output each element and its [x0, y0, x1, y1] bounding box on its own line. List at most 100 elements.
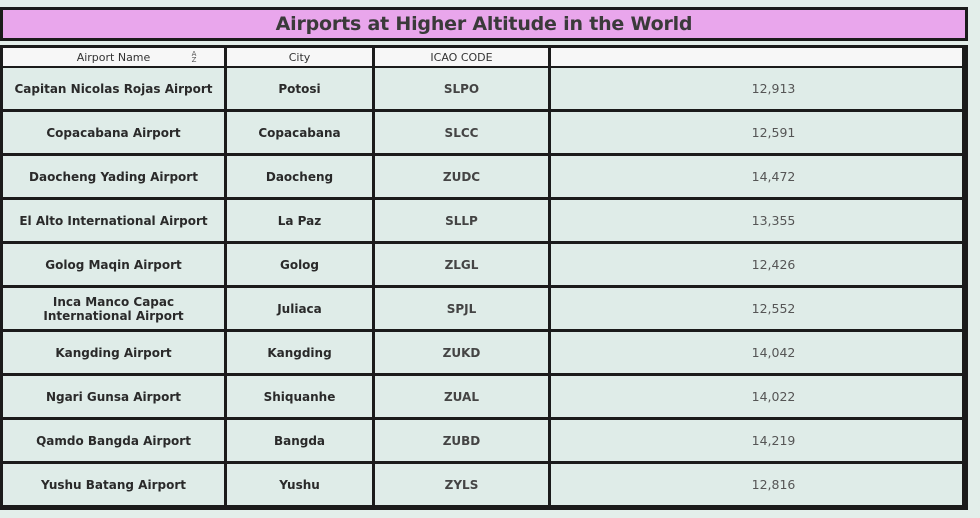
column-header-city[interactable]: City	[227, 48, 372, 66]
icao-code-cell[interactable]: ZUDC	[375, 156, 548, 197]
icao-code-cell-text: SLCC	[444, 125, 479, 140]
airport-name-cell[interactable]: Daocheng Yading Airport	[3, 156, 224, 197]
airport-name-cell-text: Copacabana Airport	[46, 125, 181, 140]
table-row[interactable]: Qamdo Bangda Airport Bangda ZUBD 14,219	[3, 420, 965, 461]
icao-code-cell[interactable]: ZUBD	[375, 420, 548, 461]
altitude-cell[interactable]: 12,552	[551, 288, 962, 329]
altitude-cell-text: 12,426	[751, 257, 796, 272]
table-row[interactable]: El Alto International Airport La Paz SLLP 1…	[3, 200, 965, 241]
city-cell-text: Copacabana	[258, 125, 341, 140]
city-cell[interactable]: Daocheng	[227, 156, 372, 197]
city-cell-text: Yushu	[279, 477, 320, 492]
altitude-cell-text: 12,816	[751, 477, 796, 492]
altitude-cell-text: 12,913	[751, 81, 796, 96]
icao-code-cell-text: ZLGL	[444, 257, 479, 272]
icao-code-cell[interactable]: SPJL	[375, 288, 548, 329]
altitude-cell[interactable]: 12,591	[551, 112, 962, 153]
altitude-cell-text: 14,042	[751, 345, 796, 360]
city-cell-text: Shiquanhe	[263, 389, 336, 404]
city-cell[interactable]: Kangding	[227, 332, 372, 373]
icao-code-cell-text: ZUBD	[442, 433, 481, 448]
table-row[interactable]: Copacabana Airport Copacabana SLCC 12,591	[3, 112, 965, 153]
icao-code-cell-text: ZUKD	[442, 345, 481, 360]
airport-name-cell-text: Ngari Gunsa Airport	[45, 389, 182, 404]
dashboard-title-bar: Airports at Higher Altitude in the World	[0, 7, 968, 41]
city-cell[interactable]: Yushu	[227, 464, 372, 505]
city-cell-text: Golog	[279, 257, 320, 272]
dashboard-title: Airports at Higher Altitude in the World	[275, 13, 693, 35]
icao-code-cell-text: ZUDC	[442, 169, 481, 184]
airport-name-cell[interactable]: Capitan Nicolas Rojas Airport	[3, 68, 224, 109]
altitude-cell[interactable]: 14,042	[551, 332, 962, 373]
airport-name-cell-text: Yushu Batang Airport	[41, 477, 186, 492]
airport-name-cell-text: Qamdo Bangda Airport	[36, 433, 191, 448]
table-row[interactable]: Kangding Airport Kangding ZUKD 14,042	[3, 332, 965, 373]
altitude-cell[interactable]: 12,816	[551, 464, 962, 505]
column-header-label: City	[288, 50, 311, 64]
table-row[interactable]: Inca Manco Capac International Airport Ju…	[3, 288, 965, 329]
icao-code-cell[interactable]: SLLP	[375, 200, 548, 241]
column-header-label: ICAO CODE	[430, 50, 493, 64]
city-cell[interactable]: Copacabana	[227, 112, 372, 153]
altitude-cell-text: 14,219	[751, 433, 796, 448]
airport-name-cell[interactable]: Golog Maqin Airport	[3, 244, 224, 285]
right-margin	[970, 45, 980, 510]
column-header-label: Airport Name	[76, 50, 151, 64]
airport-name-cell[interactable]: Copacabana Airport	[3, 112, 224, 153]
table-body: Capitan Nicolas Rojas Airport Potosi SLPO 1…	[3, 68, 965, 508]
table-row[interactable]: Daocheng Yading Airport Daocheng ZUDC 14,47…	[3, 156, 965, 197]
altitude-cell[interactable]: 14,472	[551, 156, 962, 197]
table-row[interactable]: Ngari Gunsa Airport Shiquanhe ZUAL 14,022	[3, 376, 965, 417]
icao-code-cell-text: SLPO	[443, 81, 480, 96]
icao-code-cell-text: SPJL	[446, 301, 477, 316]
altitude-cell[interactable]: 12,913	[551, 68, 962, 109]
city-cell[interactable]: Potosi	[227, 68, 372, 109]
icao-code-cell[interactable]: ZUAL	[375, 376, 548, 417]
city-cell[interactable]: Juliaca	[227, 288, 372, 329]
altitude-cell[interactable]: 13,355	[551, 200, 962, 241]
icao-code-cell[interactable]: ZLGL	[375, 244, 548, 285]
city-cell-text: Juliaca	[277, 301, 322, 316]
icao-code-cell-text: ZUAL	[443, 389, 479, 404]
table-row[interactable]: Capitan Nicolas Rojas Airport Potosi SLPO 1…	[3, 68, 965, 109]
altitude-cell-text: 12,552	[751, 301, 796, 316]
city-cell[interactable]: La Paz	[227, 200, 372, 241]
airport-name-cell-text: Capitan Nicolas Rojas Airport	[14, 81, 213, 96]
altitude-cell[interactable]: 12,426	[551, 244, 962, 285]
airport-name-cell[interactable]: Yushu Batang Airport	[3, 464, 224, 505]
icao-code-cell[interactable]: SLPO	[375, 68, 548, 109]
table-row[interactable]: Yushu Batang Airport Yushu ZYLS 12,816	[3, 464, 965, 505]
icao-code-cell[interactable]: SLCC	[375, 112, 548, 153]
altitude-cell-text: 14,022	[751, 389, 796, 404]
city-cell-text: Bangda	[273, 433, 326, 448]
altitude-cell-text: 12,591	[751, 125, 796, 140]
city-cell[interactable]: Golog	[227, 244, 372, 285]
altitude-cell[interactable]: 14,022	[551, 376, 962, 417]
city-cell-text: Daocheng	[265, 169, 334, 184]
airport-name-cell-text: Kangding Airport	[55, 345, 172, 360]
airport-name-cell[interactable]: Ngari Gunsa Airport	[3, 376, 224, 417]
airport-name-cell-text: Inca Manco Capac International Airport	[43, 294, 184, 323]
altitude-cell[interactable]: 14,219	[551, 420, 962, 461]
column-header-altitude[interactable]	[551, 48, 962, 66]
airport-name-cell[interactable]: Kangding Airport	[3, 332, 224, 373]
altitude-cell-text: 14,472	[751, 169, 796, 184]
airport-name-cell-text: Golog Maqin Airport	[45, 257, 182, 272]
column-header-icao-code[interactable]: ICAO CODE	[375, 48, 548, 66]
altitude-cell-text: 13,355	[751, 213, 796, 228]
icao-code-cell[interactable]: ZYLS	[375, 464, 548, 505]
city-cell[interactable]: Bangda	[227, 420, 372, 461]
icao-code-cell[interactable]: ZUKD	[375, 332, 548, 373]
city-cell[interactable]: Shiquanhe	[227, 376, 372, 417]
icao-code-cell-text: SLLP	[445, 213, 478, 228]
airport-name-cell[interactable]: Qamdo Bangda Airport	[3, 420, 224, 461]
airport-name-cell[interactable]: El Alto International Airport	[3, 200, 224, 241]
city-cell-text: Potosi	[278, 81, 321, 96]
airport-name-cell[interactable]: Inca Manco Capac International Airport	[3, 288, 224, 329]
table-row[interactable]: Golog Maqin Airport Golog ZLGL 12,426	[3, 244, 965, 285]
airport-name-cell-text: Daocheng Yading Airport	[29, 169, 198, 184]
